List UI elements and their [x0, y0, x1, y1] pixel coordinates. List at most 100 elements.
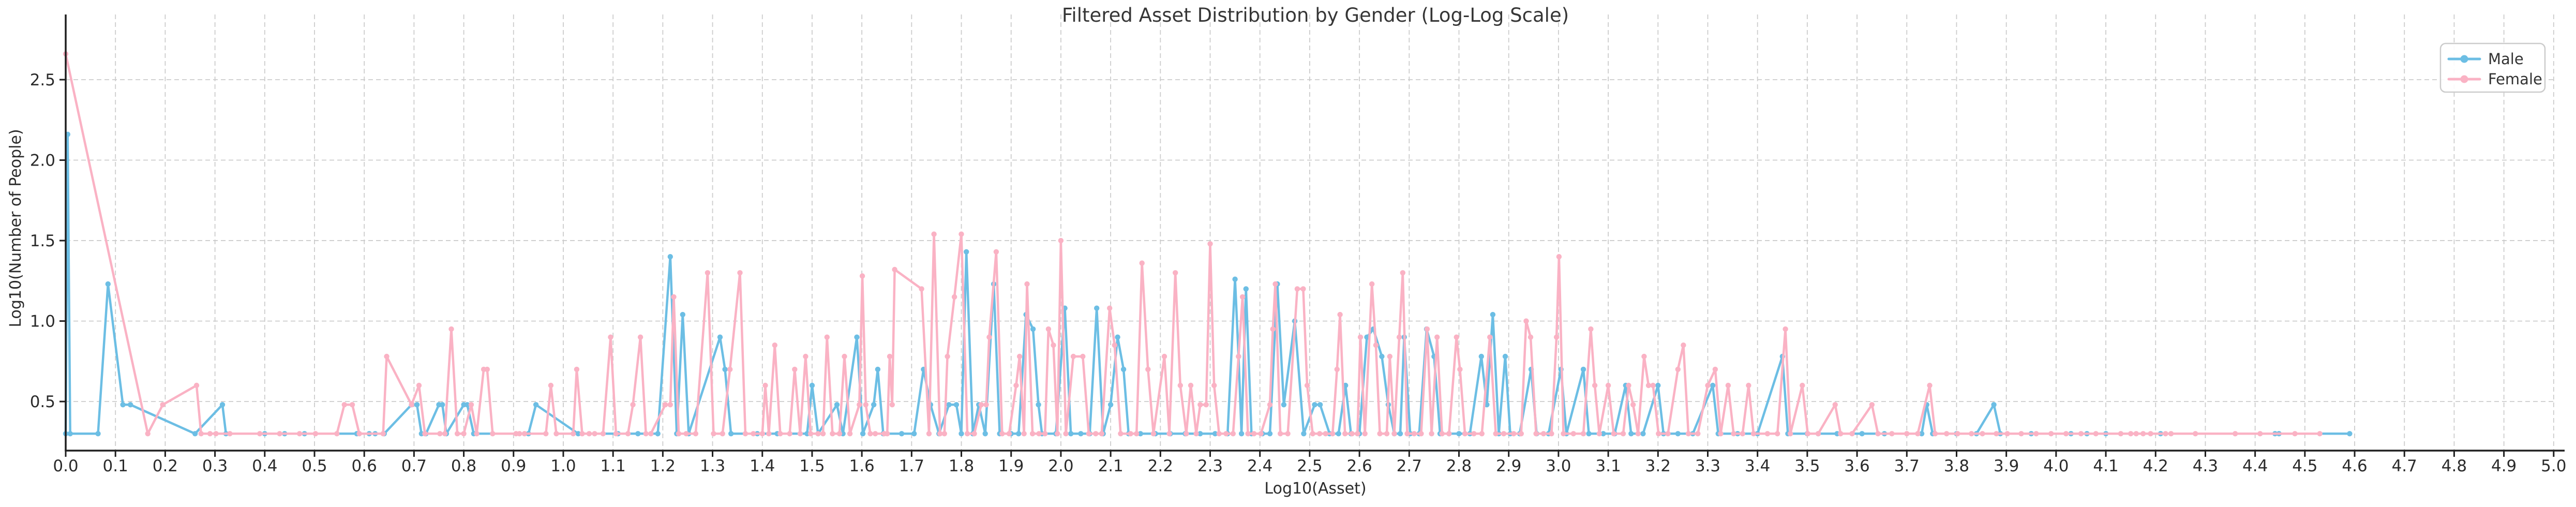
- female-series-marker: [1055, 431, 1060, 437]
- male-series-marker: [1710, 382, 1716, 389]
- x-tick-label: 1.9: [998, 457, 1024, 475]
- female-series-marker: [257, 431, 263, 437]
- female-series-marker: [1016, 353, 1023, 360]
- female-series-marker: [1211, 382, 1217, 389]
- female-series-marker: [1323, 431, 1328, 437]
- x-tick-label: 0.8: [451, 457, 476, 475]
- female-series-marker: [1134, 431, 1140, 437]
- female-series-marker: [964, 431, 970, 437]
- female-series-marker: [1258, 431, 1264, 437]
- female-series-marker: [1838, 431, 1844, 437]
- female-series-marker: [1611, 431, 1616, 437]
- female-series-marker: [2193, 431, 2198, 437]
- male-series-marker: [1232, 276, 1238, 282]
- female-series-marker: [1429, 431, 1434, 437]
- female-series-marker: [1357, 334, 1364, 340]
- female-series-marker: [643, 431, 649, 437]
- female-series-marker: [1650, 382, 1656, 389]
- female-series-marker: [1457, 366, 1463, 372]
- female-series-marker: [2063, 431, 2069, 437]
- male-series-marker: [1397, 431, 1403, 437]
- female-series-marker: [671, 294, 677, 300]
- female-series-marker: [2033, 431, 2039, 437]
- female-series-marker: [1980, 431, 1985, 437]
- x-tick-label: 2.6: [1346, 457, 1372, 475]
- chart-title: Filtered Asset Distribution by Gender (L…: [1062, 4, 1569, 26]
- female-series-marker: [1239, 294, 1246, 300]
- female-series-marker: [1193, 431, 1199, 437]
- female-series-marker: [648, 431, 654, 437]
- female-series-marker: [1112, 342, 1117, 348]
- female-series-marker: [978, 402, 984, 408]
- x-tick-label: 3.8: [1944, 457, 1969, 475]
- female-series-marker: [160, 402, 166, 408]
- male-series-marker: [2347, 431, 2353, 437]
- female-series-marker: [1620, 431, 1626, 437]
- male-series-marker: [854, 334, 860, 340]
- female-series-marker: [1294, 286, 1300, 292]
- male-series-marker: [1336, 431, 1341, 437]
- female-series-marker: [919, 286, 924, 292]
- female-series-marker: [2168, 431, 2174, 437]
- female-series-marker: [1570, 431, 1576, 437]
- male-series-marker: [1068, 431, 1074, 437]
- female-series-marker: [422, 431, 428, 437]
- female-series-marker: [1086, 431, 1091, 437]
- female-series-marker: [1396, 334, 1402, 340]
- male-series-marker: [1137, 431, 1143, 437]
- male-series-marker: [958, 431, 964, 437]
- y-tick-label: 1.0: [30, 312, 55, 331]
- x-tick-label: 4.9: [2491, 457, 2517, 475]
- female-series-marker: [1042, 431, 1048, 437]
- female-series-marker: [777, 431, 783, 437]
- male-series-marker: [1107, 402, 1114, 408]
- legend-swatch-marker: [2460, 55, 2468, 63]
- female-series-marker: [1588, 326, 1594, 332]
- female-series-marker: [1099, 431, 1104, 437]
- female-series-marker: [1788, 431, 1793, 437]
- female-series-marker: [1580, 431, 1586, 437]
- male-series-marker: [414, 402, 420, 408]
- female-series-marker: [1317, 431, 1323, 437]
- x-tick-label: 2.0: [1048, 457, 1073, 475]
- x-tick-label: 0.4: [252, 457, 277, 475]
- female-series-marker: [521, 431, 528, 437]
- female-series-marker: [468, 402, 474, 408]
- female-series-marker: [341, 402, 347, 408]
- female-series-marker: [409, 402, 414, 408]
- female-series-marker: [198, 431, 204, 437]
- female-series-marker: [720, 431, 726, 437]
- female-series-marker: [1605, 382, 1611, 389]
- legend-entry-label: Male: [2488, 50, 2524, 68]
- x-tick-label: 1.8: [949, 457, 974, 475]
- female-series-marker: [1641, 353, 1647, 360]
- female-series-marker: [586, 431, 592, 437]
- female-series-marker: [1173, 270, 1178, 276]
- female-series-marker: [1177, 382, 1183, 389]
- female-series-marker: [958, 231, 964, 237]
- female-series-marker: [1875, 431, 1881, 437]
- male-series-marker: [1675, 431, 1681, 437]
- x-tick-label: 4.5: [2292, 457, 2317, 475]
- female-series-marker: [863, 402, 869, 408]
- x-tick-label: 3.4: [1745, 457, 1770, 475]
- female-series-marker: [474, 431, 480, 437]
- male-series-marker: [1586, 431, 1592, 437]
- female-series-marker: [1139, 260, 1145, 266]
- female-series-marker: [1533, 431, 1539, 437]
- x-tick-label: 4.6: [2342, 457, 2367, 475]
- x-tick-label: 0.9: [501, 457, 526, 475]
- female-series-marker: [1764, 431, 1771, 437]
- male-series-marker: [1456, 431, 1462, 437]
- female-series-marker: [887, 353, 893, 360]
- female-series-marker: [1251, 431, 1257, 437]
- male-series-line: [64, 133, 2351, 435]
- female-series-marker: [1404, 431, 1410, 437]
- female-series-marker: [711, 431, 716, 437]
- female-series-marker: [1267, 402, 1273, 408]
- male-series-marker: [1317, 402, 1323, 408]
- male-series-marker: [219, 402, 226, 408]
- female-series-marker: [1024, 281, 1030, 287]
- female-series-marker: [1051, 342, 1056, 348]
